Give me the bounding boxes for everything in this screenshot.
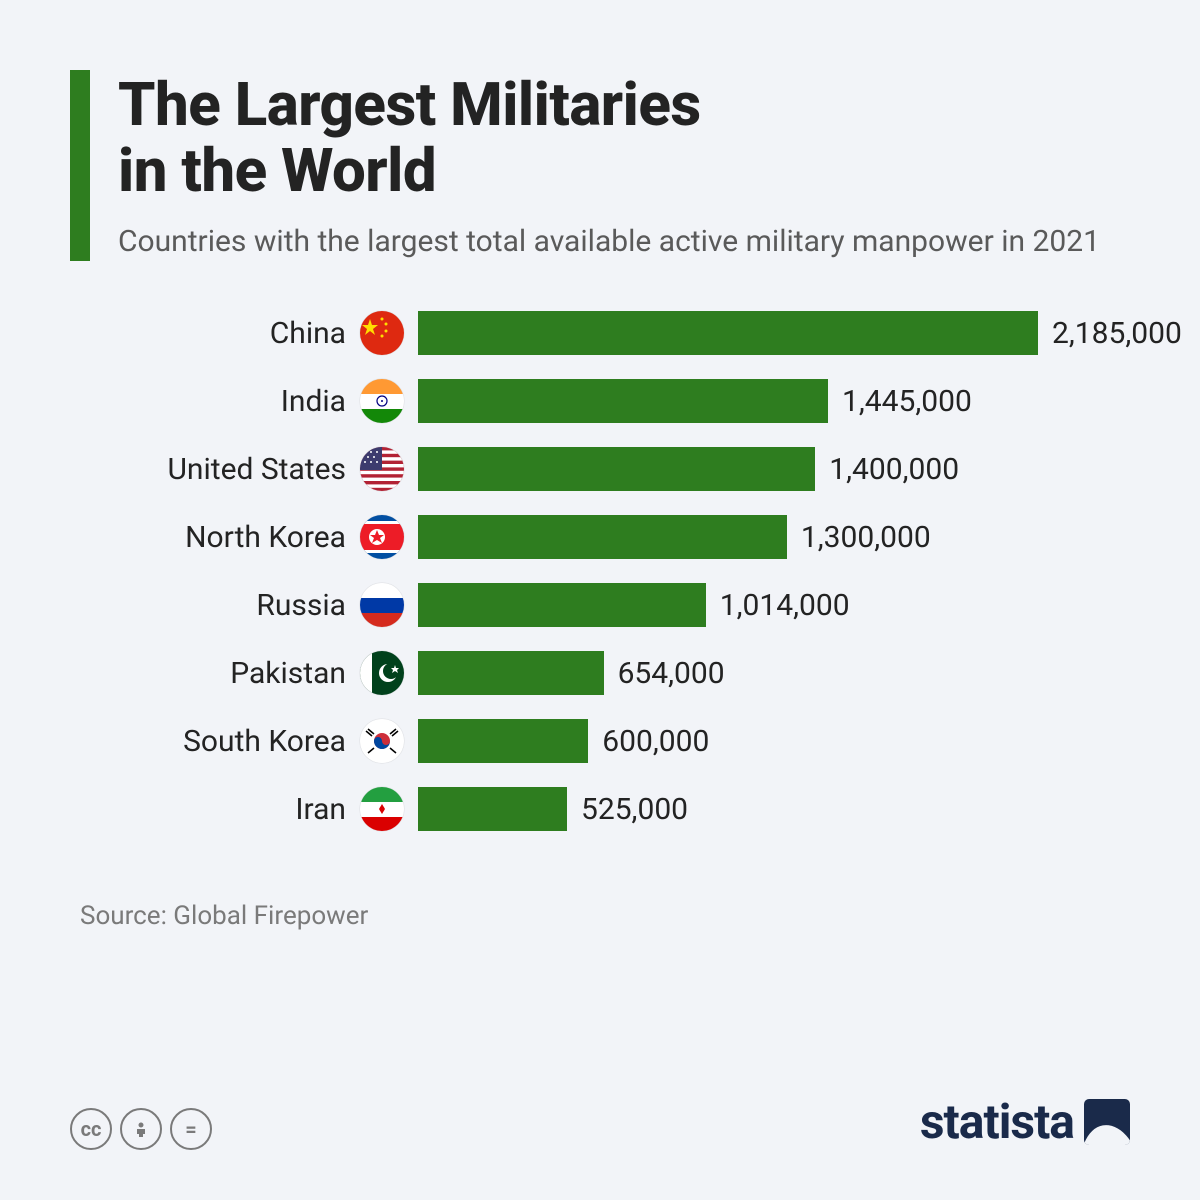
flag-icon [360,379,404,423]
chart-row: Russia 1,014,000 [130,583,1130,627]
flag-icon [360,583,404,627]
bar-wrap: 1,014,000 [418,583,1130,627]
flag-icon [360,651,404,695]
country-label: China [130,316,360,351]
source-text: Source: Global Firepower [80,901,1130,931]
title-line-1: The Largest Militaries [118,69,701,140]
bar [418,515,787,559]
bar-value: 1,445,000 [842,384,972,419]
bar-wrap: 1,300,000 [418,515,1130,559]
bar-wrap: 600,000 [418,719,1130,763]
flag-icon [360,515,404,559]
country-label: South Korea [130,724,360,759]
flag-icon [360,719,404,763]
bar-value: 1,400,000 [829,452,959,487]
by-icon [120,1108,162,1150]
bar [418,719,588,763]
brand-text: statista [920,1093,1074,1150]
header-text: The Largest Militaries in the World Coun… [118,70,1100,261]
bar-wrap: 1,400,000 [418,447,1130,491]
bar [418,447,815,491]
country-label: India [130,384,360,419]
country-label: Iran [130,792,360,827]
bar-wrap: 2,185,000 [418,311,1182,355]
license-icons: cc = [70,1108,212,1150]
brand: statista [920,1093,1130,1150]
bar-value: 1,014,000 [720,588,850,623]
chart-row: Iran 525,000 [130,787,1130,831]
chart-row: United States 1,400,000 [130,447,1130,491]
page-title: The Largest Militaries in the World [118,72,1100,204]
bar-chart: China2,185,000 India 1,445,000 United State… [70,311,1130,831]
bar [418,311,1038,355]
cc-icon: cc [70,1108,112,1150]
subtitle: Countries with the largest total availab… [118,222,1100,261]
flag-icon [360,447,404,491]
country-label: Russia [130,588,360,623]
bar [418,583,706,627]
footer: cc = statista [70,1093,1130,1150]
chart-row: China2,185,000 [130,311,1130,355]
chart-row: South Korea 600,000 [130,719,1130,763]
bar-value: 2,185,000 [1052,316,1182,351]
accent-bar [70,70,90,261]
title-line-2: in the World [118,135,436,206]
bar [418,651,604,695]
chart-row: Pakistan 654,000 [130,651,1130,695]
country-label: United States [130,452,360,487]
bar-wrap: 1,445,000 [418,379,1130,423]
bar [418,379,828,423]
bar-value: 1,300,000 [801,520,931,555]
bar-value: 600,000 [602,724,709,759]
bar-wrap: 654,000 [418,651,1130,695]
nd-icon: = [170,1108,212,1150]
bar-wrap: 525,000 [418,787,1130,831]
bar [418,787,567,831]
country-label: North Korea [130,520,360,555]
bar-value: 525,000 [581,792,688,827]
chart-row: North Korea 1,300,000 [130,515,1130,559]
brand-icon [1084,1099,1130,1145]
flag-icon [360,311,404,355]
flag-icon [360,787,404,831]
bar-value: 654,000 [618,656,725,691]
country-label: Pakistan [130,656,360,691]
chart-row: India 1,445,000 [130,379,1130,423]
header: The Largest Militaries in the World Coun… [70,70,1130,261]
